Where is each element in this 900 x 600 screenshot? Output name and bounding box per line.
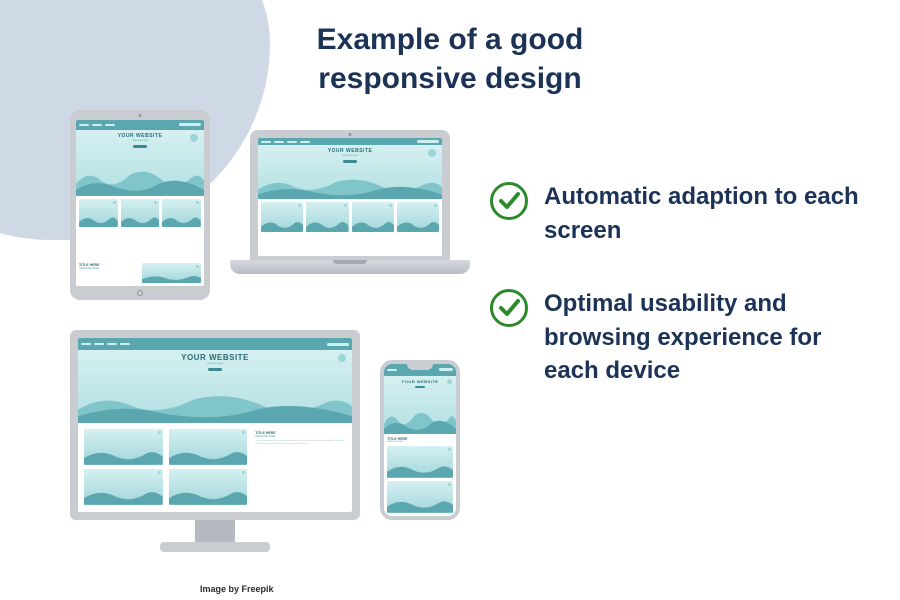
image-credit: Image by Freepik — [200, 584, 274, 594]
mock-card-subtitle: HEADLINE HERE — [387, 441, 453, 443]
mock-site-subtitle: HEADLINE HERE — [207, 363, 223, 365]
phone-screen: YOUR WEBSITE TITLE HERE HEADLINE HERE — [384, 364, 456, 516]
tablet-camera-icon — [139, 114, 142, 117]
mock-nav — [76, 120, 204, 130]
laptop-device: YOUR WEBSITE HEADLINE HERE — [230, 130, 470, 274]
monitor-screen: YOUR WEBSITE HEADLINE HERE — [78, 338, 352, 512]
check-circle-icon — [490, 289, 528, 327]
mock-site-title: YOUR WEBSITE — [328, 148, 373, 154]
devices-cluster: YOUR WEBSITE HEADLINE HERE TITLE HERE — [30, 100, 490, 580]
tablet-home-button-icon — [137, 290, 143, 296]
laptop-screen: YOUR WEBSITE HEADLINE HERE — [258, 138, 442, 256]
benefit-item: Optimal usability and browsing experienc… — [490, 287, 870, 388]
page-title: Example of a good responsive design — [0, 20, 900, 98]
mock-site-title: YOUR WEBSITE — [118, 133, 163, 139]
mock-hero: YOUR WEBSITE HEADLINE HERE — [258, 145, 442, 199]
benefit-item: Automatic adaption to each screen — [490, 180, 870, 247]
check-circle-icon — [490, 182, 528, 220]
mock-card-subtitle: HEADLINE HERE — [255, 435, 344, 438]
mock-hero: YOUR WEBSITE — [384, 376, 456, 434]
monitor-stand — [160, 542, 270, 552]
monitor-device: YOUR WEBSITE HEADLINE HERE — [70, 330, 360, 552]
laptop-camera-icon — [349, 133, 352, 136]
benefit-text: Automatic adaption to each screen — [544, 180, 870, 247]
laptop-base — [230, 260, 470, 274]
tablet-screen: YOUR WEBSITE HEADLINE HERE TITLE HERE — [76, 120, 204, 286]
mock-site-subtitle: HEADLINE HERE — [342, 155, 358, 157]
benefit-text: Optimal usability and browsing experienc… — [544, 287, 870, 388]
mock-site-title: YOUR WEBSITE — [181, 353, 249, 362]
mock-hero: YOUR WEBSITE HEADLINE HERE — [76, 130, 204, 196]
monitor-neck — [195, 520, 235, 542]
benefits-list: Automatic adaption to each screen Optima… — [490, 180, 870, 428]
mock-card-subtitle: HEADLINE HERE — [79, 267, 139, 270]
mock-nav — [78, 338, 352, 350]
title-line-1: Example of a good — [317, 23, 584, 56]
mock-nav — [258, 138, 442, 145]
phone-notch-icon — [407, 364, 433, 370]
mock-site-title: YOUR WEBSITE — [402, 379, 439, 384]
title-line-2: responsive design — [318, 62, 581, 95]
phone-device: YOUR WEBSITE TITLE HERE HEADLINE HERE — [380, 360, 460, 520]
mock-hero: YOUR WEBSITE HEADLINE HERE — [78, 350, 352, 423]
mock-site-subtitle: HEADLINE HERE — [132, 140, 148, 142]
tablet-device: YOUR WEBSITE HEADLINE HERE TITLE HERE — [70, 110, 210, 300]
